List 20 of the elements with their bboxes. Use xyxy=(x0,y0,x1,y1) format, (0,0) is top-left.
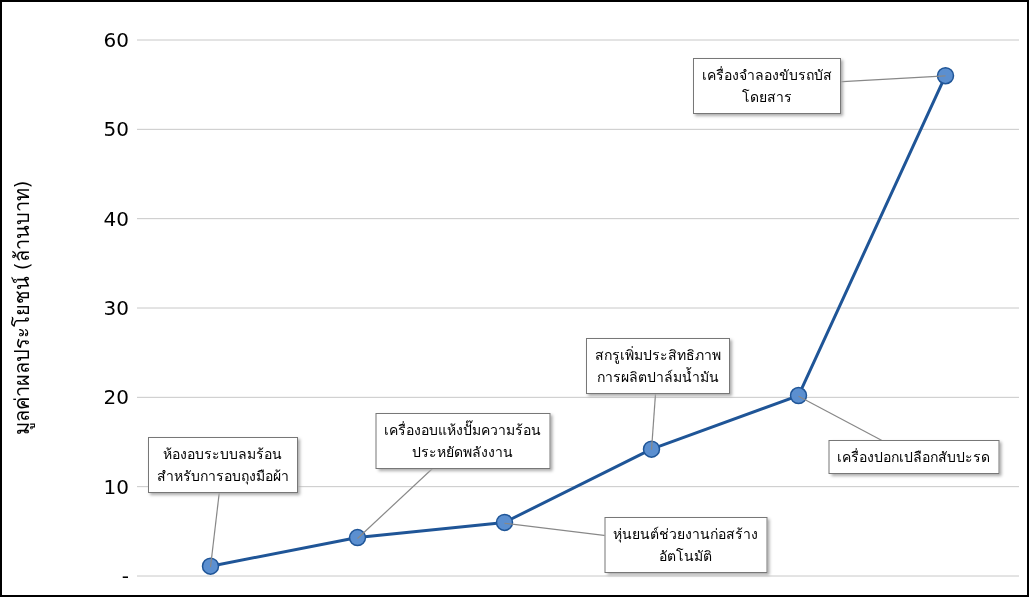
y-tick-label: - xyxy=(121,564,129,589)
y-axis-title: มูลค่าผลประโยชน์ (ล้านบาท) xyxy=(10,180,36,436)
y-tick-label: 50 xyxy=(103,117,129,142)
point xyxy=(495,513,514,532)
annotation: ห้องอบระบบลมร้อน สำหรับการอบถุงมือผ้า xyxy=(147,437,298,494)
y-tick-label: 30 xyxy=(103,296,129,321)
point xyxy=(789,386,808,405)
point xyxy=(348,528,367,547)
annotation: เครื่องจำลองขับรถบัส โดยสาร xyxy=(692,57,841,114)
point xyxy=(936,66,955,85)
y-tick-label: 10 xyxy=(103,474,129,499)
y-tick-label: 20 xyxy=(103,385,129,410)
annotation: หุ่นยนต์ช่วยงานก่อสร้าง อัตโนมัติ xyxy=(604,517,767,574)
y-tick-label: 60 xyxy=(103,28,129,53)
annotation: เครื่องปอกเปลือกสับปะรด xyxy=(828,440,999,475)
y-tick-label: 40 xyxy=(103,206,129,231)
point xyxy=(201,557,220,575)
annotation: เครื่องอบแห้งปั๊มความร้อน ประหยัดพลังงาน xyxy=(375,412,550,469)
annotation: สกรูเพิ่มประสิทธิภาพ การผลิตปาล์มน้ำมัน xyxy=(585,337,730,394)
point xyxy=(642,440,661,458)
